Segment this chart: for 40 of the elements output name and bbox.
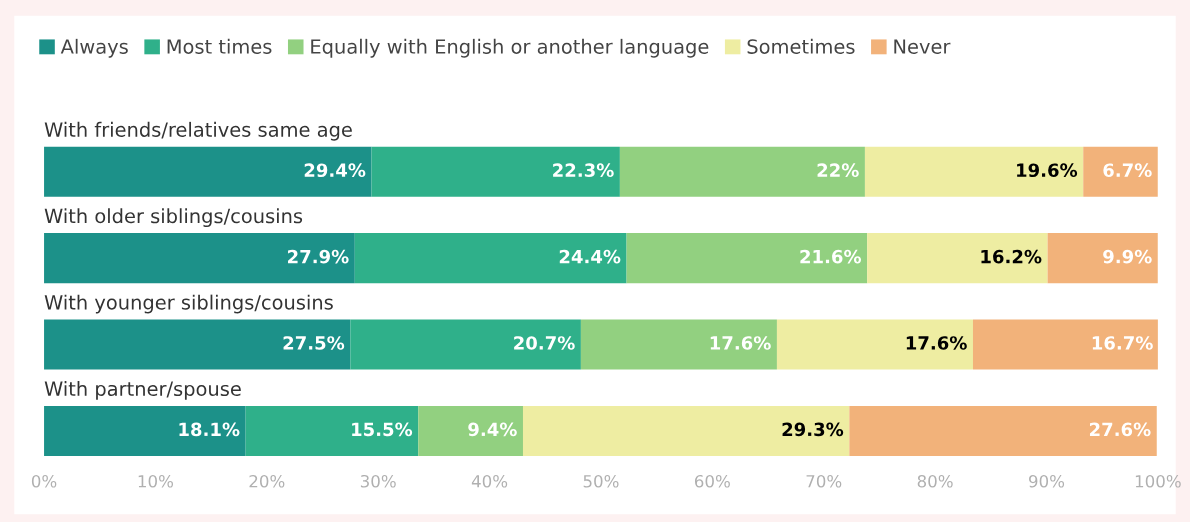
y-tick-label: With partner/spouse [44, 381, 241, 400]
data-label: 6.7% [1103, 163, 1152, 178]
legend-label: Never [894, 39, 951, 54]
data-label: 20.7% [514, 336, 575, 350]
x-tick-label: 90% [1029, 474, 1065, 488]
data-label: 17.6% [906, 336, 967, 350]
x-tick-label: 10% [138, 474, 174, 488]
x-tick-label: 30% [360, 474, 396, 488]
data-label: 27.5% [283, 336, 345, 350]
data-label: 16.7% [1092, 336, 1153, 350]
x-tick-label: 0% [31, 474, 57, 488]
data-label: 21.6% [800, 249, 862, 264]
legend-label: Most times [167, 38, 272, 54]
x-tick-label: 20% [249, 474, 285, 488]
data-label: 9.9% [1103, 249, 1152, 264]
data-label: 29.3% [782, 422, 844, 437]
data-label: 18.1% [179, 422, 240, 437]
x-tick-label: 40% [471, 474, 508, 488]
data-label: 19.6% [1017, 163, 1078, 178]
data-label: 27.6% [1089, 422, 1151, 437]
data-label: 9.4% [468, 422, 517, 437]
x-tick-label: 80% [917, 474, 953, 488]
x-tick-label: 60% [694, 474, 730, 488]
data-label: 22% [817, 163, 859, 178]
y-tick-label: With older siblings/cousins [44, 208, 303, 228]
data-label: 15.5% [352, 422, 413, 437]
data-label: 24.4% [559, 249, 621, 264]
legend-label: Equally with English or another language [311, 38, 709, 58]
data-label: 27.9% [288, 249, 349, 264]
legend-label: Sometimes [747, 38, 855, 54]
data-label: 22.3% [553, 163, 614, 178]
x-tick-label: 100% [1135, 474, 1181, 488]
x-tick-label: 70% [806, 474, 842, 488]
data-label: 17.6% [710, 336, 771, 350]
legend-label: Always [60, 38, 128, 58]
data-label: 29.4% [304, 163, 366, 178]
x-tick-label: 50% [583, 474, 619, 488]
data-label: 16.2% [981, 249, 1042, 264]
y-tick-label: With younger siblings/cousins [44, 294, 333, 314]
y-tick-label: With friends/relatives same age [44, 121, 352, 141]
